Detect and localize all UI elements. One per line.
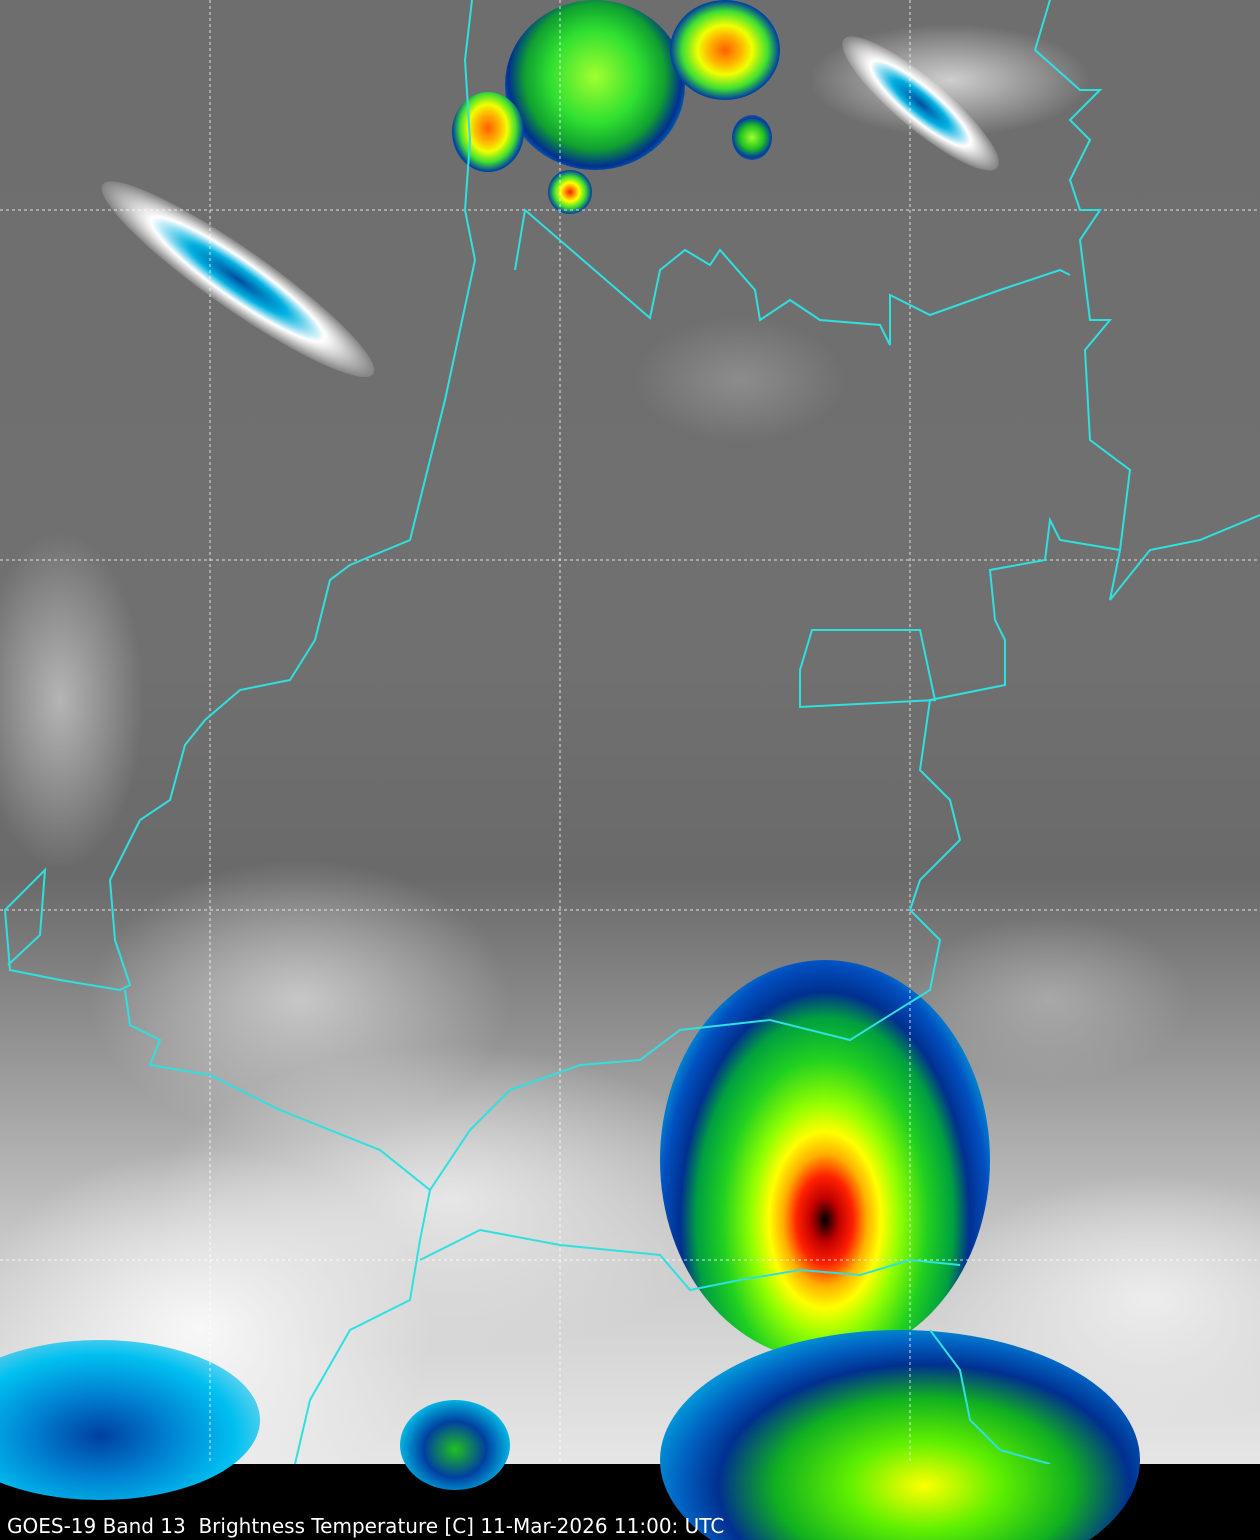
border-east [1033, 0, 1260, 601]
map-overlay [0, 0, 1260, 1464]
convective-cell-north-2 [670, 0, 780, 100]
border-south [294, 1189, 431, 1464]
convective-cell-south-small [400, 1400, 510, 1490]
convective-cell-north-4 [548, 170, 592, 214]
lat-lon-gridlines [0, 0, 1260, 1464]
political-borders [3, 0, 1260, 1464]
border-enclave [799, 629, 937, 709]
convective-cell-north-1 [505, 0, 685, 170]
border-north [514, 208, 1071, 346]
border-south-2 [419, 1228, 961, 1292]
convective-cell-north-3 [452, 92, 524, 172]
convective-cell-north-5 [732, 115, 772, 160]
convective-cell-southwest [0, 1340, 260, 1500]
border-west [3, 0, 477, 992]
border-central [124, 516, 1121, 1192]
image-caption: GOES-19 Band 13 Brightness Temperature [… [7, 1514, 725, 1538]
border-southeast [929, 1329, 1051, 1464]
convective-cell-southeast [660, 1330, 1140, 1540]
